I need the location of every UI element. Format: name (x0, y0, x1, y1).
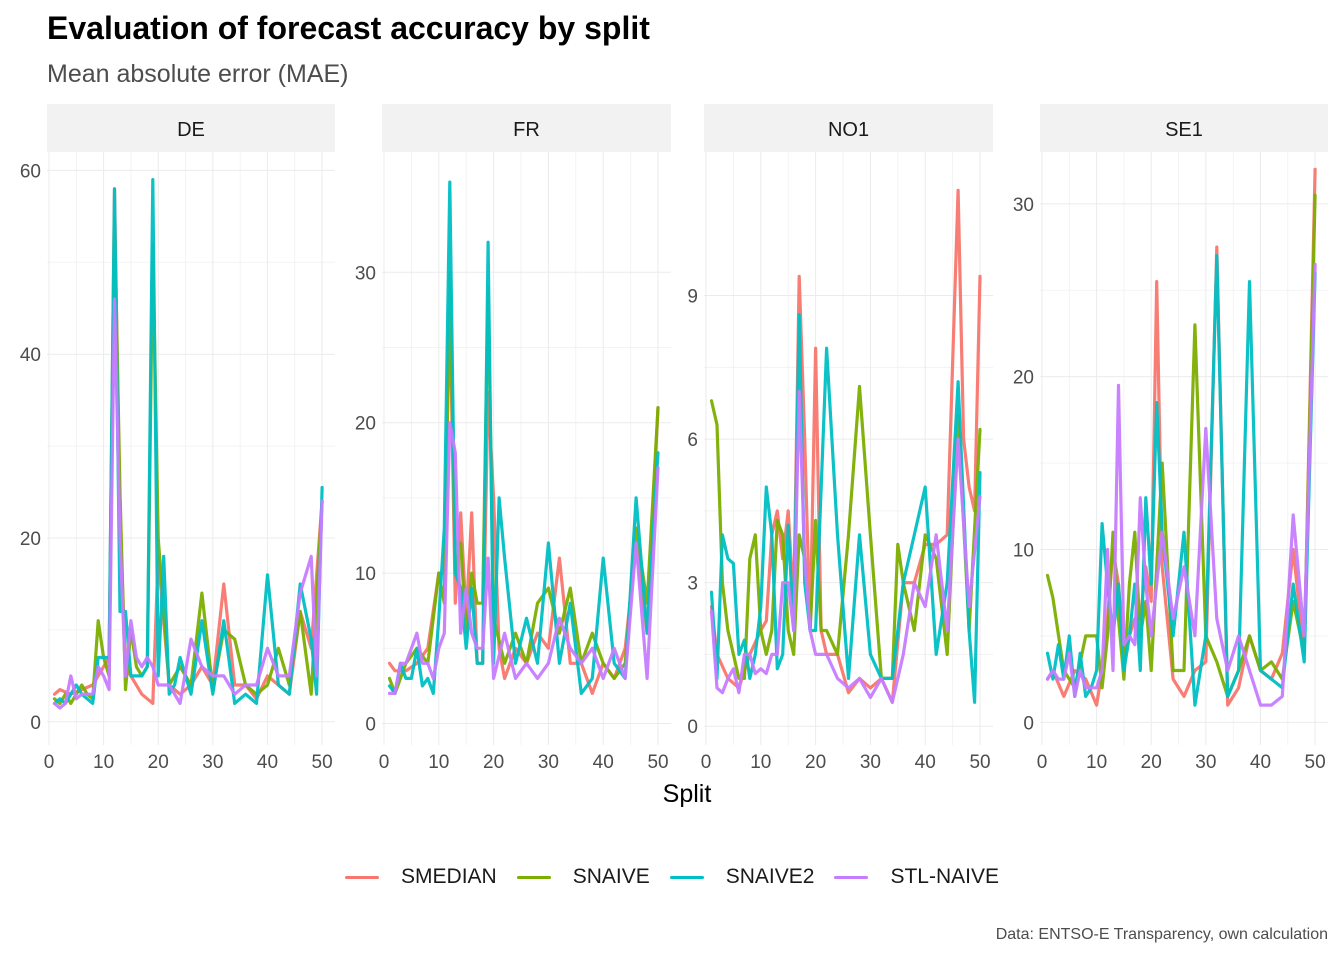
y-tick-label: 10 (355, 564, 376, 585)
x-tick-label: 30 (538, 752, 559, 773)
x-tick-label: 20 (1141, 752, 1162, 773)
x-tick-label: 10 (1086, 752, 1107, 773)
series-line-se1-snaive (1045, 193, 1317, 699)
legend-key-smedian (345, 875, 380, 879)
series-line-se1-smedian (1045, 167, 1317, 707)
x-tick-label: 10 (93, 752, 114, 773)
y-tick-label: 40 (20, 345, 41, 366)
y-tick-label: 30 (1013, 195, 1034, 216)
y-tick-label: 3 (687, 574, 698, 595)
x-tick-label: 30 (1195, 752, 1216, 773)
y-tick-label: 0 (1023, 713, 1034, 734)
facet-strip-no1 (704, 104, 993, 152)
x-tick-label: 10 (428, 752, 449, 773)
y-tick-label: 20 (20, 529, 41, 550)
legend-item-smedian: SMEDIAN (345, 865, 497, 889)
x-tick-label: 30 (202, 752, 223, 773)
x-tick-label: 40 (915, 752, 936, 773)
facet-strip-se1 (1040, 104, 1328, 152)
y-tick-label: 30 (355, 263, 376, 284)
legend-item-snaive: SNAIVE (516, 865, 650, 889)
y-tick-label: 9 (687, 287, 698, 308)
series-line-de-snaive (52, 214, 324, 706)
y-tick-label: 20 (355, 414, 376, 435)
x-tick-label: 0 (1037, 752, 1048, 773)
x-tick-label: 50 (647, 752, 668, 773)
y-tick-label: 10 (1013, 541, 1034, 562)
series-line-de-snaive2 (52, 178, 324, 706)
panel-fr: FR 0 10 20 30 40 50 0 10 20 30 (355, 104, 671, 773)
x-tick-label: 50 (312, 752, 333, 773)
x-tick-label: 0 (701, 752, 712, 773)
facet-label-no1: NO1 (828, 119, 869, 141)
x-tick-label: 0 (379, 752, 390, 773)
series-line-fr-stl-naive (387, 421, 660, 696)
series-line-de-stl-naive (52, 297, 324, 710)
x-tick-label: 0 (44, 752, 55, 773)
x-tick-label: 40 (593, 752, 614, 773)
x-axis-title: Split (663, 780, 712, 808)
chart-caption: Data: ENTSO-E Transparency, own calculat… (995, 926, 1328, 943)
x-tick-label: 40 (1250, 752, 1271, 773)
y-tick-label: 0 (30, 713, 41, 734)
legend-key-snaive (516, 875, 551, 879)
y-tick-label: 0 (687, 717, 698, 738)
facet-label-de: DE (177, 119, 205, 141)
x-tick-label: 30 (860, 752, 881, 773)
y-tick-label: 20 (1013, 368, 1034, 389)
legend: SMEDIAN SNAIVE SNAIVE2 STL-NAIVE (0, 860, 1344, 894)
facet-strip-fr (382, 104, 671, 152)
series-line-se1-snaive2 (1045, 254, 1317, 707)
facet-label-fr: FR (513, 119, 540, 141)
legend-label-snaive2: SNAIVE2 (725, 865, 815, 888)
legend-item-stl-naive: STL-NAIVE (834, 865, 999, 889)
panel-no1: NO1 0 10 20 30 40 50 0 3 6 9 (687, 104, 993, 773)
series-line-no1-snaive2 (709, 313, 982, 704)
legend-key-snaive2 (669, 875, 704, 879)
panel-se1: SE1 0 10 20 30 40 50 0 10 20 30 (1013, 104, 1328, 773)
series-line-no1-smedian (709, 188, 982, 704)
legend-label-snaive: SNAIVE (572, 865, 650, 888)
legend-key-stl-naive (834, 875, 869, 879)
facet-strip-de (47, 104, 335, 152)
y-tick-label: 60 (20, 161, 41, 182)
legend-label-stl-naive: STL-NAIVE (890, 865, 999, 888)
chart-title: Evaluation of forecast accuracy by split (47, 10, 650, 46)
x-tick-label: 10 (750, 752, 771, 773)
y-tick-label: 0 (365, 714, 376, 735)
x-tick-label: 20 (483, 752, 504, 773)
x-tick-label: 20 (148, 752, 169, 773)
x-tick-label: 50 (969, 752, 990, 773)
series-line-no1-stl-naive (709, 389, 982, 704)
legend-label-smedian: SMEDIAN (401, 865, 497, 888)
chart-subtitle: Mean absolute error (MAE) (47, 60, 349, 88)
x-tick-label: 50 (1305, 752, 1326, 773)
y-tick-label: 6 (687, 430, 698, 451)
panel-de: DE 0 10 20 30 40 50 0 20 40 60 (20, 104, 335, 773)
legend-item-snaive2: SNAIVE2 (669, 865, 815, 889)
facet-label-se1: SE1 (1165, 119, 1203, 141)
x-tick-label: 20 (805, 752, 826, 773)
x-tick-label: 40 (257, 752, 278, 773)
series-line-fr-snaive2 (387, 180, 660, 696)
series-line-se1-stl-naive (1045, 262, 1317, 707)
